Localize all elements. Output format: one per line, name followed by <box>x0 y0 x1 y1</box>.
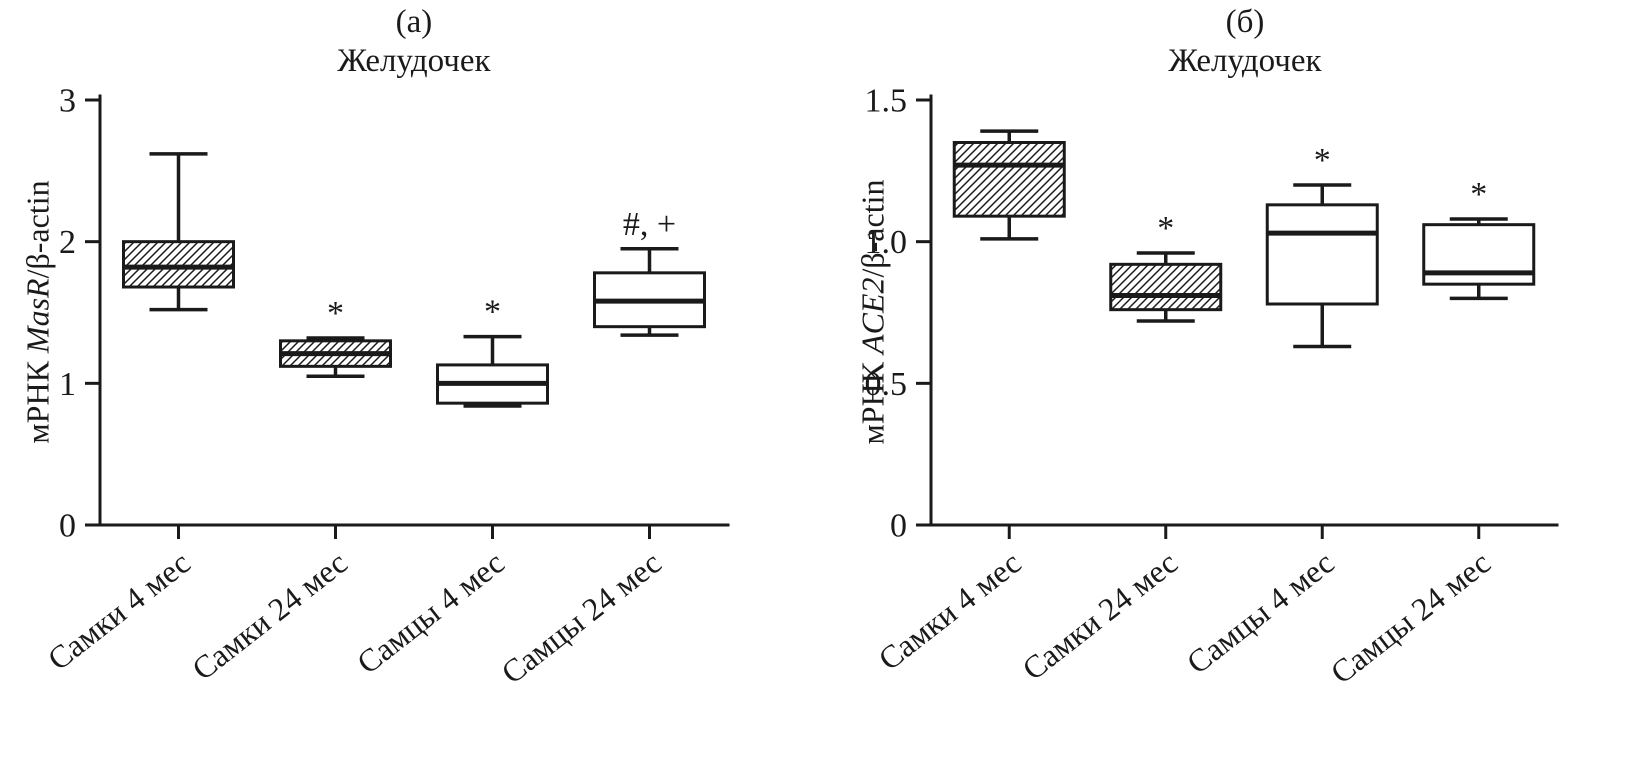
panel-label: (б) <box>1225 4 1265 40</box>
category-label: Самцы 24 мес <box>1324 544 1497 690</box>
y-tick-label: 0 <box>59 508 76 545</box>
y-tick-label: 1.5 <box>865 83 908 120</box>
category-label: Самки 4 мес <box>871 544 1027 677</box>
significance-annotation: * <box>327 295 344 332</box>
box-group <box>952 129 1066 241</box>
significance-annotation: * <box>1470 176 1487 213</box>
category-label: Самцы 4 мес <box>350 544 511 681</box>
category-label: Самцы 24 мес <box>494 544 667 690</box>
box-group: * <box>436 294 549 408</box>
y-tick-label: 1 <box>59 366 76 403</box>
y-tick-label: 3 <box>59 83 76 120</box>
panel-b: (б) Желудочек мРНК ACE2/β-actin 0 0.5 1.0 1… <box>813 0 1625 778</box>
significance-annotation: #, + <box>623 206 676 243</box>
box-group: * <box>1422 176 1536 301</box>
box-group: * <box>1109 210 1223 323</box>
box-group <box>122 152 235 312</box>
panel-a: (а) Желудочек мРНК MasR/β-actin 0 1 2 3 Самк… <box>0 0 812 778</box>
panel-title: Желудочек <box>337 43 491 79</box>
boxplot-a: 0 1 2 3 Самки 4 мес * Самки 24 мес * Самцы 4 мес… <box>41 83 730 691</box>
panel-title: Желудочек <box>1168 43 1322 79</box>
panel-label: (а) <box>395 4 433 40</box>
box-group: * <box>1265 142 1379 349</box>
significance-annotation: * <box>1157 210 1174 247</box>
y-tick-label: 0.5 <box>865 366 908 403</box>
category-label: Самки 24 мес <box>1015 544 1184 687</box>
category-label: Самки 24 мес <box>185 544 354 687</box>
y-tick-label: 2 <box>59 224 76 261</box>
y-tick-label: 1.0 <box>865 224 908 261</box>
boxplot-b: 0 0.5 1.0 1.5 Самки 4 мес * Самки 24 мес * Самцы… <box>865 83 1559 691</box>
category-label: Самцы 4 мес <box>1180 544 1341 681</box>
y-tick-label: 0 <box>890 508 907 545</box>
box-group: * <box>279 295 392 378</box>
box-group: #, + <box>593 206 706 337</box>
significance-annotation: * <box>1314 142 1331 179</box>
category-label: Самки 4 мес <box>41 544 197 677</box>
significance-annotation: * <box>484 294 501 331</box>
